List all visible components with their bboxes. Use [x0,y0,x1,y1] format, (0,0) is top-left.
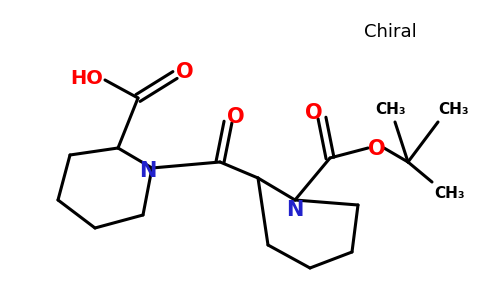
Text: O: O [176,62,194,82]
Text: CH₃: CH₃ [439,103,469,118]
Text: N: N [287,200,303,220]
Text: O: O [305,103,323,123]
Text: O: O [227,107,245,127]
Text: O: O [368,139,386,159]
Text: CH₃: CH₃ [376,103,406,118]
Text: CH₃: CH₃ [435,187,465,202]
Text: N: N [139,161,157,181]
Text: Chiral: Chiral [363,23,416,41]
Text: HO: HO [71,68,104,88]
